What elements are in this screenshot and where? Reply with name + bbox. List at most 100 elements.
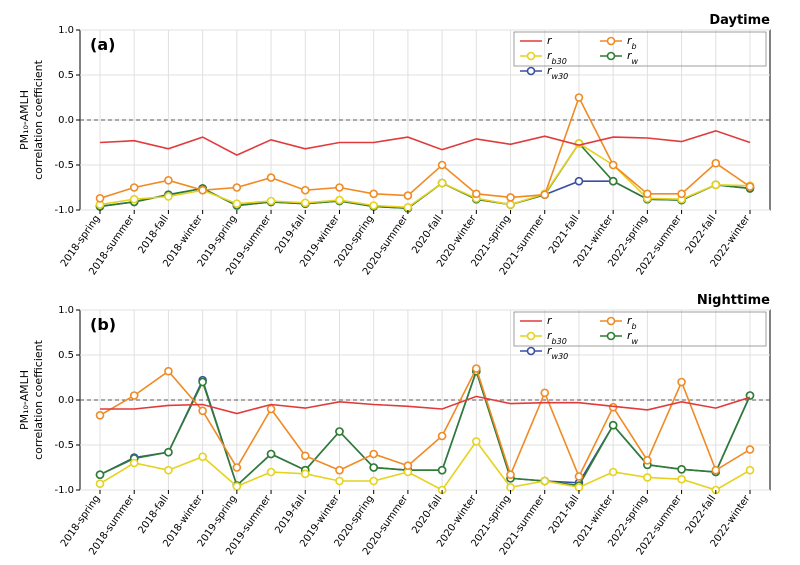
marker-rw (370, 464, 377, 471)
marker-rb30 (370, 478, 377, 485)
marker-rb30 (370, 202, 377, 209)
marker-rb (199, 407, 206, 414)
marker-rw (165, 449, 172, 456)
marker-rb (131, 184, 138, 191)
ytick-label: 0.5 (58, 350, 74, 361)
marker-rb30 (473, 438, 480, 445)
marker-rb30 (404, 204, 411, 211)
marker-rb (747, 446, 754, 453)
marker-rb30 (97, 480, 104, 487)
legend-label-rw30: rw30 (547, 64, 568, 81)
marker-rb (233, 464, 240, 471)
marker-rw (97, 471, 104, 478)
chart-svg: -1.0-0.50.00.51.02018-spring2018-summer2… (80, 30, 770, 210)
marker-rb (165, 368, 172, 375)
marker-rb30 (268, 469, 275, 476)
xtick-label: 2021-fall (547, 213, 581, 256)
series-rb30 (100, 143, 750, 207)
marker-rb (439, 433, 446, 440)
marker-rb30 (233, 200, 240, 207)
marker-rb (610, 162, 617, 169)
legend-label-rw30: rw30 (547, 344, 568, 361)
ytick-label: 1.0 (58, 305, 74, 316)
marker-rw (610, 178, 617, 185)
marker-rb (473, 190, 480, 197)
marker-rw (610, 422, 617, 429)
marker-rb (97, 195, 104, 202)
marker-rb (199, 187, 206, 194)
panel-title: Nighttime (697, 293, 770, 308)
marker-rb (404, 462, 411, 469)
marker-rb (404, 192, 411, 199)
panel-nighttime: -1.0-0.50.00.51.02018-spring2018-summer2… (80, 310, 770, 490)
marker-rb30 (165, 467, 172, 474)
marker-rb30 (165, 193, 172, 200)
marker-rb (747, 183, 754, 190)
marker-rw (336, 428, 343, 435)
ytick-label: 0.5 (58, 70, 74, 81)
marker-rb (575, 473, 582, 480)
marker-rb (541, 389, 548, 396)
marker-rw (268, 451, 275, 458)
ytick-label: -0.5 (54, 160, 74, 171)
xtick-label: 2020-fall (410, 213, 444, 256)
ytick-label: -1.0 (54, 205, 74, 216)
marker-rw (199, 379, 206, 386)
marker-rb (541, 191, 548, 198)
marker-rb (439, 162, 446, 169)
xtick-label: 2020-fall (410, 493, 444, 536)
marker-rb (131, 392, 138, 399)
marker-rb (302, 187, 309, 194)
ytick-label: 0.0 (58, 395, 74, 406)
marker-rb (233, 184, 240, 191)
xtick-label: 2021-fall (547, 493, 581, 536)
series-rw (100, 371, 750, 485)
series-r (100, 131, 750, 155)
marker-rb (507, 471, 514, 478)
marker-rb (712, 160, 719, 167)
marker-rb (678, 379, 685, 386)
marker-rb (302, 452, 309, 459)
marker-rb (473, 365, 480, 372)
xtick-label: 2022-fall (684, 213, 718, 256)
ylabel-line2: correlation coefficient (32, 339, 45, 460)
subplot-label: (a) (90, 35, 115, 54)
panel-title: Daytime (709, 13, 770, 28)
marker-rb (712, 467, 719, 474)
marker-rb30 (268, 198, 275, 205)
figure: -1.0-0.50.00.51.02018-spring2018-summer2… (0, 0, 800, 565)
xtick-label: 2018-fall (136, 493, 170, 536)
marker-rb30 (199, 453, 206, 460)
marker-rb (370, 190, 377, 197)
marker-rb30 (507, 484, 514, 491)
series-rw30 (100, 371, 750, 485)
marker-rw30 (575, 178, 582, 185)
marker-rb30 (336, 478, 343, 485)
marker-rb30 (131, 460, 138, 467)
marker-rb30 (233, 483, 240, 490)
ylabel-line1: PM₁₀-AMLH (18, 90, 31, 150)
ylabel-line1: PM₁₀-AMLH (18, 370, 31, 430)
series-rb (100, 98, 750, 199)
marker-rb (644, 190, 651, 197)
legend-label-r: r (547, 34, 553, 47)
marker-rb30 (610, 469, 617, 476)
marker-rb (507, 194, 514, 201)
xtick-label: 2018-fall (136, 213, 170, 256)
subplot-label: (b) (90, 315, 116, 334)
marker-rb30 (575, 484, 582, 491)
marker-rb (370, 451, 377, 458)
xtick-label: 2019-fall (273, 493, 307, 536)
legend-label-rw: rw (627, 329, 639, 346)
marker-rb30 (439, 180, 446, 187)
marker-rb30 (336, 197, 343, 204)
marker-rb (165, 177, 172, 184)
panel-daytime: -1.0-0.50.00.51.02018-spring2018-summer2… (80, 30, 770, 210)
marker-rb30 (644, 474, 651, 481)
ytick-label: 0.0 (58, 115, 74, 126)
legend-label-r: r (547, 314, 553, 327)
ytick-label: -1.0 (54, 485, 74, 496)
marker-rb30 (302, 470, 309, 477)
marker-rb (678, 190, 685, 197)
marker-rb (575, 94, 582, 101)
